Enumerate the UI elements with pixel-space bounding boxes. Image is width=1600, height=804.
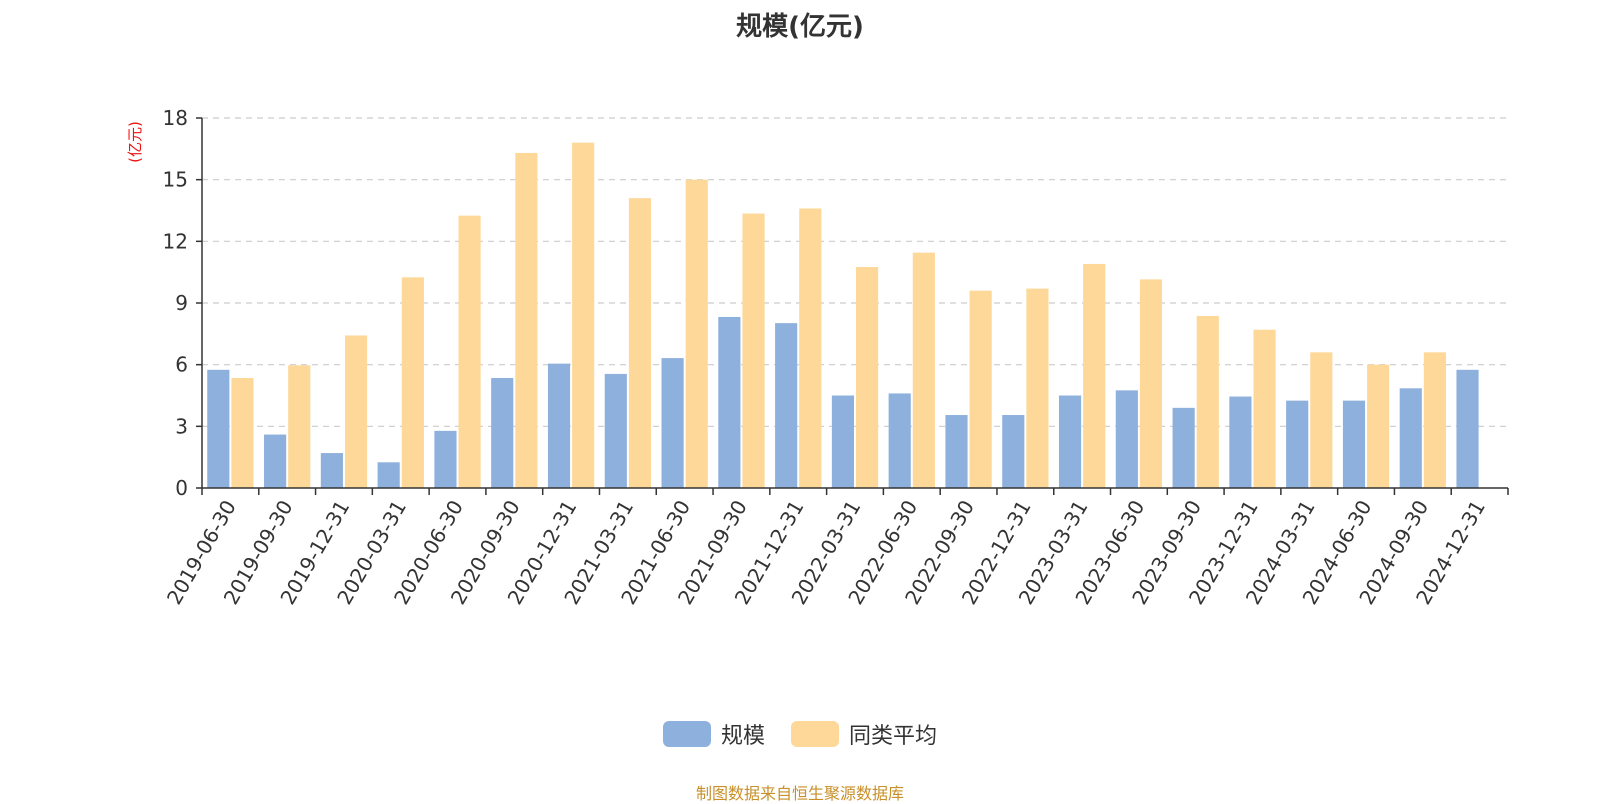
bar-peer-average[interactable] [742, 213, 765, 489]
bar-scale[interactable] [831, 395, 854, 489]
bars [207, 142, 1479, 489]
bar-scale[interactable] [1058, 395, 1082, 489]
bar-scale[interactable] [945, 415, 968, 488]
legend-item-scale[interactable]: 规模 [662, 718, 765, 750]
bar-peer-average[interactable] [1253, 329, 1276, 488]
y-tick-label: 15 [163, 168, 188, 192]
bar-peer-average[interactable] [572, 142, 595, 488]
bar-peer-average[interactable] [1026, 288, 1049, 488]
bar-peer-average[interactable] [1083, 263, 1106, 488]
bar-peer-average[interactable] [856, 267, 879, 488]
bar-scale[interactable] [1286, 400, 1309, 488]
bar-scale[interactable] [434, 430, 457, 488]
bar-scale[interactable] [1399, 388, 1422, 488]
bar-peer-average[interactable] [344, 335, 368, 488]
grid-lines [202, 117, 1508, 427]
bar-peer-average[interactable] [912, 252, 935, 488]
bar-scale[interactable] [1456, 369, 1479, 488]
bar-peer-average[interactable] [401, 277, 424, 488]
bar-scale[interactable] [604, 373, 627, 488]
bar-scale[interactable] [1172, 407, 1195, 488]
legend-item-peer-average[interactable]: 同类平均 [791, 718, 937, 750]
bar-scale[interactable] [491, 378, 514, 488]
legend-swatch-peer-average [791, 721, 839, 747]
bar-scale[interactable] [264, 434, 287, 488]
data-source-note: 制图数据来自恒生聚源数据库 [695, 784, 904, 803]
bar-peer-average[interactable] [1139, 279, 1163, 488]
bar-peer-average[interactable] [969, 290, 992, 488]
bar-peer-average[interactable] [458, 215, 481, 488]
bar-scale[interactable] [1342, 400, 1366, 488]
y-tick-label: 12 [163, 229, 188, 253]
bar-scale[interactable] [377, 462, 400, 488]
y-tick-label: 6 [175, 353, 188, 377]
bar-scale[interactable] [888, 393, 911, 488]
bar-scale[interactable] [1002, 415, 1025, 488]
y-tick-label: 3 [175, 414, 188, 438]
bar-scale[interactable] [547, 363, 571, 488]
bar-peer-average[interactable] [1196, 315, 1219, 488]
y-axis-unit-label: (亿元) [126, 121, 144, 163]
legend-swatch-scale [662, 721, 711, 747]
y-tick-label: 18 [163, 106, 188, 130]
bar-peer-average[interactable] [515, 152, 538, 488]
bar-scale[interactable] [1115, 390, 1138, 488]
bar-scale[interactable] [320, 453, 343, 488]
bar-peer-average[interactable] [685, 179, 708, 488]
bar-scale[interactable] [1229, 396, 1252, 488]
bar-peer-average[interactable] [1367, 364, 1390, 488]
bar-peer-average[interactable] [231, 378, 254, 488]
bar-peer-average[interactable] [1310, 352, 1333, 488]
bar-peer-average[interactable] [288, 365, 311, 488]
bar-peer-average[interactable] [628, 198, 652, 488]
bar-scale[interactable] [661, 358, 684, 488]
y-tick-label: 9 [175, 291, 188, 315]
chart-title: 规模(亿元) [736, 12, 864, 42]
bar-scale[interactable] [718, 316, 741, 488]
bar-scale[interactable] [775, 323, 798, 488]
bar-scale[interactable] [207, 369, 230, 488]
bar-peer-average[interactable] [799, 208, 822, 488]
y-tick-label: 0 [175, 476, 188, 500]
legend: 规模 同类平均 [0, 718, 1600, 750]
legend-label-scale: 规模 [720, 724, 765, 749]
bar-peer-average[interactable] [1423, 352, 1446, 488]
legend-label-peer-average: 同类平均 [849, 724, 938, 749]
